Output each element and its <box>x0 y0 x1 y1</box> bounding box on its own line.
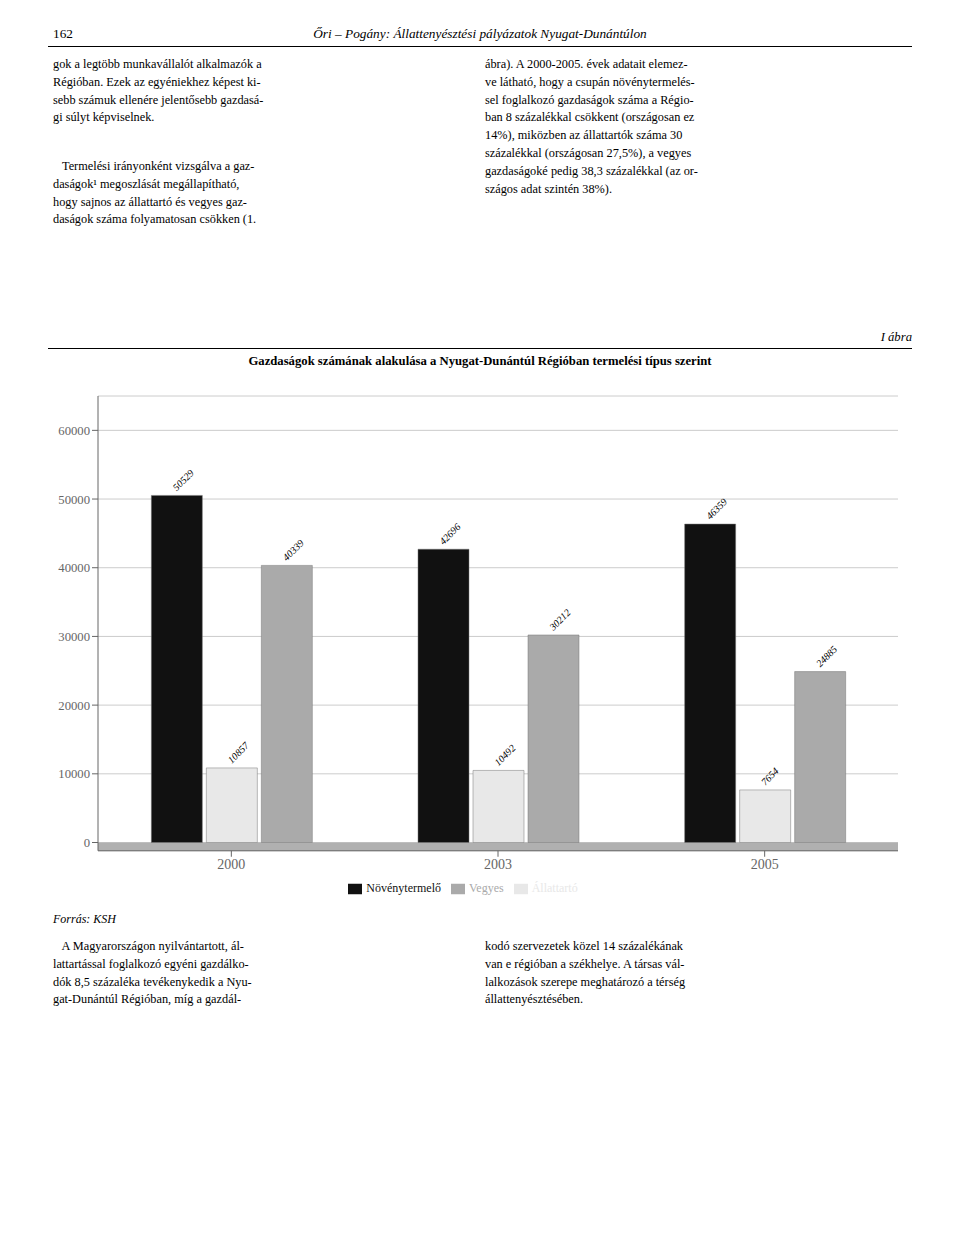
html-text:kodó szervezetek közel 14 száz: kodó szervezetek közel 14 százalékának v… <box>485 939 686 1007</box>
svg-text:30212: 30212 <box>546 607 572 633</box>
html-text:Állattartó: Állattartó <box>531 880 578 895</box>
html-text:gok a legtöbb munkavállalót al: gok a legtöbb munkavállalót alkalmazók a… <box>53 57 264 125</box>
svg-text:2003: 2003 <box>484 857 512 872</box>
svg-text:60000: 60000 <box>58 424 90 438</box>
svg-text:46359: 46359 <box>704 496 729 521</box>
svg-text:2005: 2005 <box>751 857 779 872</box>
svg-text:2000: 2000 <box>217 857 245 872</box>
html-text:Őri – Pogány: Állattenyésztési: Őri – Pogány: Állattenyésztési pályázato… <box>313 26 647 41</box>
svg-text:10000: 10000 <box>58 767 90 781</box>
svg-text:42696: 42696 <box>437 521 462 546</box>
html-text:Gazdaságok számának alakulása: Gazdaságok számának alakulása a Nyugat-D… <box>248 354 712 368</box>
html-text:162: 162 <box>53 26 73 41</box>
svg-text:40339: 40339 <box>280 537 305 562</box>
svg-text:20000: 20000 <box>58 699 90 713</box>
html-text:Növénytermelő: Növénytermelő <box>366 880 441 895</box>
svg-text:10857: 10857 <box>225 739 251 765</box>
svg-text:0: 0 <box>84 836 90 850</box>
html-text:Vegyes: Vegyes <box>469 880 504 895</box>
html-text:ábra). A 2000-2005. évek adata: ábra). A 2000-2005. évek adatait elemez-… <box>485 57 698 196</box>
html-text:I ábra: I ábra <box>880 330 912 344</box>
svg-text:24885: 24885 <box>814 644 839 669</box>
html-text:A Magyarországon nyilvántartot: A Magyarországon nyilvántartott, ál- lat… <box>53 939 252 1007</box>
svg-text:30000: 30000 <box>58 630 90 644</box>
svg-text:7654: 7654 <box>759 765 781 787</box>
html-text:Forrás: KSH: Forrás: KSH <box>53 912 116 926</box>
svg-text:10492: 10492 <box>492 742 517 767</box>
svg-text:50000: 50000 <box>58 493 90 507</box>
svg-text:40000: 40000 <box>58 561 90 575</box>
svg-text:50529: 50529 <box>170 467 195 492</box>
html-text:Termelési irányonként vizsgálv: Termelési irányonként vizsgálva a gaz- d… <box>53 159 257 227</box>
